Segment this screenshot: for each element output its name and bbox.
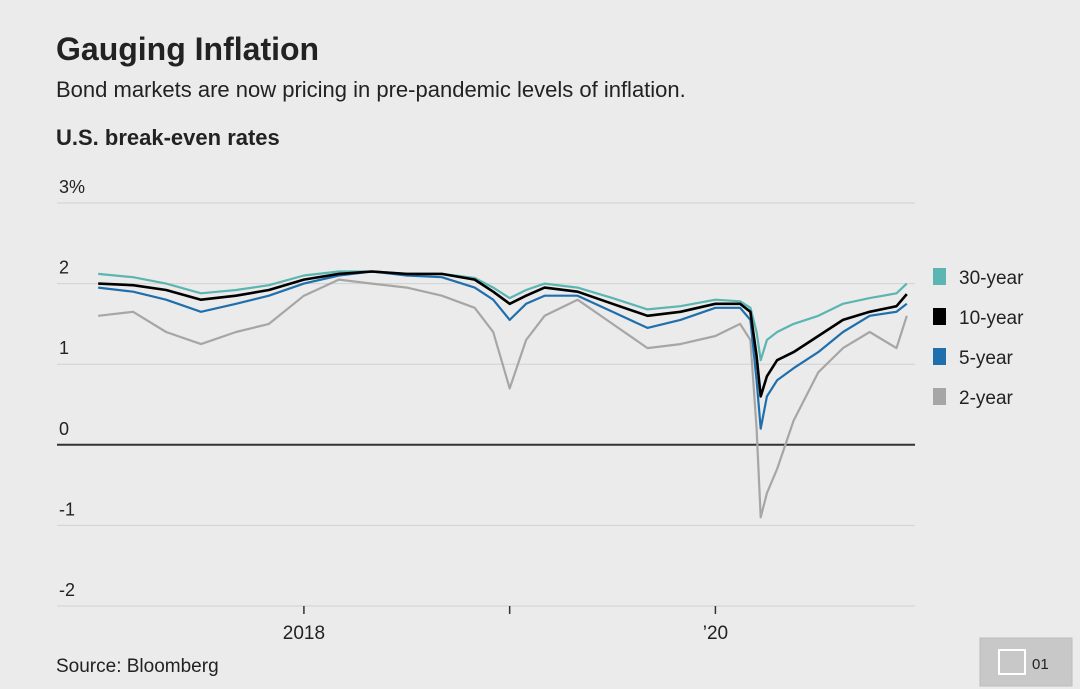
legend-label: 2-year bbox=[959, 388, 1014, 409]
x-tick-label: ’20 bbox=[703, 623, 728, 644]
legend-label: 30-year bbox=[959, 268, 1024, 289]
chart-title: Gauging Inflation bbox=[56, 31, 319, 67]
badge-label: 01 bbox=[1032, 656, 1049, 673]
y-tick-label: -2 bbox=[59, 580, 75, 600]
legend-swatch bbox=[933, 348, 946, 365]
series-line bbox=[98, 278, 908, 519]
y-tick-label: 1 bbox=[59, 338, 69, 358]
badge-icon bbox=[998, 649, 1026, 675]
legend-swatch bbox=[933, 308, 946, 325]
series-line bbox=[98, 270, 908, 362]
series-line bbox=[98, 270, 908, 430]
chart-subtitle: Bond markets are now pricing in pre-pand… bbox=[56, 77, 686, 102]
legend-swatch bbox=[933, 388, 946, 405]
y-tick-label: 0 bbox=[59, 419, 69, 439]
y-tick-label: 3% bbox=[59, 177, 85, 197]
source: Source: Bloomberg bbox=[56, 656, 219, 677]
legend-swatch bbox=[933, 268, 946, 285]
y-tick-label: -1 bbox=[59, 499, 75, 519]
legend-label: 10-year bbox=[959, 308, 1024, 329]
series-line bbox=[98, 270, 908, 398]
y-tick-label: 2 bbox=[59, 258, 69, 278]
axis-title: U.S. break-even rates bbox=[56, 125, 280, 150]
legend-label: 5-year bbox=[959, 348, 1014, 369]
x-tick-label: 2018 bbox=[283, 623, 325, 644]
